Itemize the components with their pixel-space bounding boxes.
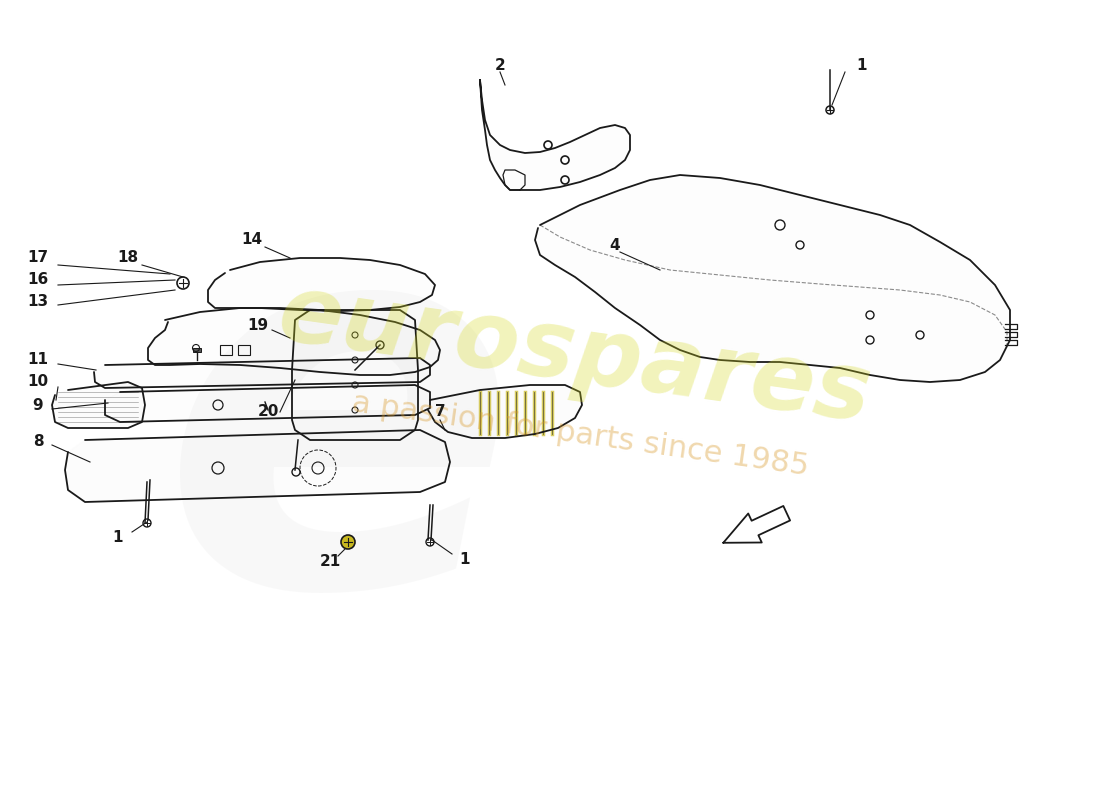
- Text: 14: 14: [241, 233, 263, 247]
- Bar: [192, 348, 201, 352]
- Polygon shape: [480, 80, 630, 190]
- Text: 9: 9: [33, 398, 43, 413]
- Bar: [238, 345, 250, 355]
- Text: eurospares: eurospares: [273, 268, 877, 442]
- Text: 1: 1: [460, 553, 471, 567]
- Polygon shape: [94, 358, 430, 388]
- Text: 20: 20: [257, 405, 278, 419]
- Polygon shape: [65, 430, 450, 502]
- Bar: [220, 345, 232, 355]
- Text: 19: 19: [248, 318, 268, 333]
- Text: 4: 4: [609, 238, 620, 253]
- Polygon shape: [104, 385, 430, 422]
- Text: 17: 17: [28, 250, 48, 266]
- Text: e: e: [161, 184, 519, 696]
- Polygon shape: [535, 175, 1010, 382]
- Circle shape: [341, 535, 355, 549]
- Text: 8: 8: [33, 434, 43, 450]
- Text: 1: 1: [112, 530, 123, 546]
- Text: 11: 11: [28, 353, 48, 367]
- Text: 7: 7: [434, 405, 446, 419]
- Text: 2: 2: [495, 58, 505, 73]
- Text: 18: 18: [118, 250, 139, 265]
- Polygon shape: [208, 258, 434, 311]
- Polygon shape: [148, 308, 440, 375]
- Text: 10: 10: [28, 374, 48, 390]
- Polygon shape: [52, 382, 145, 428]
- Text: 1: 1: [857, 58, 867, 73]
- Polygon shape: [428, 385, 582, 438]
- Text: 13: 13: [28, 294, 48, 310]
- Polygon shape: [292, 310, 418, 440]
- Text: a passion for parts since 1985: a passion for parts since 1985: [350, 389, 811, 482]
- Text: 21: 21: [319, 554, 341, 570]
- Text: 16: 16: [28, 273, 48, 287]
